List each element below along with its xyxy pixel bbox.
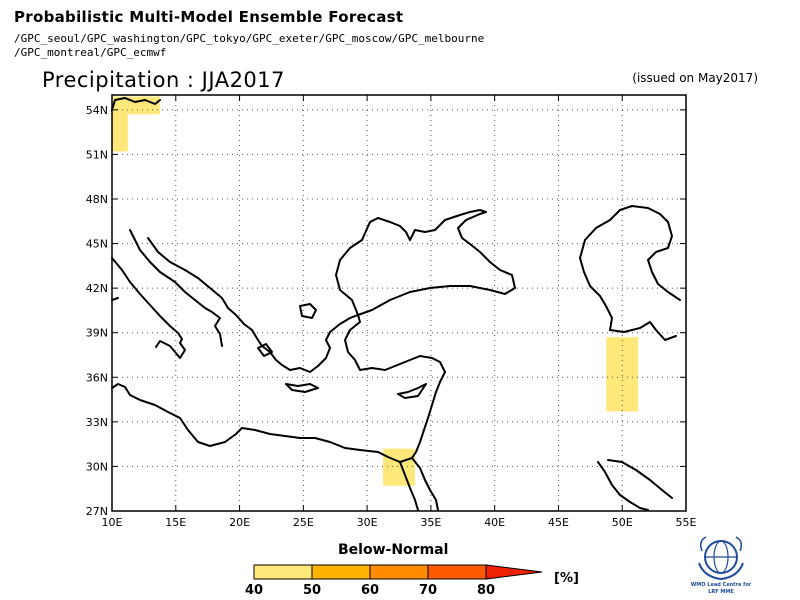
probability-region-4 [383, 448, 415, 486]
sources-line-2: /GPC_montreal/GPC_ecmwf [14, 46, 167, 59]
lon-tick-label: 45E [548, 516, 569, 529]
lon-tick-label: 25E [293, 516, 314, 529]
probability-regions [112, 96, 639, 486]
lat-tick-label: 54N [86, 104, 108, 117]
lon-tick-label: 10E [102, 516, 123, 529]
sources-line-1: /GPC_seoul/GPC_washington/GPC_tokyo/GPC_… [14, 32, 485, 45]
legend-label: 80 [477, 583, 495, 598]
map-frame [111, 94, 687, 512]
legend-arrow [485, 564, 543, 580]
lon-tick-label: 40E [484, 516, 505, 529]
lat-tick-label: 27N [86, 505, 108, 518]
coastlines [111, 97, 681, 511]
lat-tick-label: 36N [86, 371, 108, 384]
legend-swatch [253, 564, 313, 580]
lat-tick-label: 42N [86, 282, 108, 295]
legend-swatch [311, 564, 371, 580]
legend-colorbar: 40 50 60 70 80 [%] [245, 564, 579, 598]
lat-tick-label: 39N [86, 327, 108, 340]
lon-tick-label: 50E [612, 516, 633, 529]
issued-date: (issued on May2017) [632, 71, 758, 85]
lon-tick-label: 15E [165, 516, 186, 529]
legend-swatch [369, 564, 429, 580]
globe-emblem-icon [698, 536, 744, 581]
legend-label: 70 [419, 583, 437, 598]
legend-unit: [%] [554, 571, 579, 586]
legend-swatch [427, 564, 487, 580]
lon-tick-label: 30E [357, 516, 378, 529]
legend-label: 50 [303, 583, 321, 598]
latitude-ticks: 27N 30N 33N 36N 39N 42N 45N 48N 51N 54N [86, 104, 686, 518]
map-title: Precipitation : JJA2017 [42, 68, 286, 92]
legend-title: Below-Normal [338, 542, 449, 558]
lat-tick-label: 33N [86, 416, 108, 429]
logo-text-line-1: WMO Lead Centre for [690, 582, 752, 588]
forecast-title: Probabilistic Multi-Model Ensemble Forec… [14, 8, 404, 26]
probability-region-2 [127, 96, 160, 115]
lon-tick-label: 20E [229, 516, 250, 529]
logo-text-line-2: LRF MME [708, 589, 734, 595]
lon-tick-label: 35E [420, 516, 441, 529]
legend-label: 60 [361, 583, 379, 598]
lat-tick-label: 48N [86, 193, 108, 206]
graticule [112, 95, 686, 511]
longitude-ticks: 10E 15E 20E 25E 30E 35E 40E 45E 50E 55E [102, 95, 697, 529]
probability-region-3 [606, 337, 639, 412]
lat-tick-label: 30N [86, 460, 108, 473]
lat-tick-label: 51N [86, 148, 108, 161]
lon-tick-label: 55E [676, 516, 697, 529]
lat-tick-label: 45N [86, 238, 108, 251]
wmo-logo: WMO Lead Centre for LRF MME [690, 533, 752, 597]
legend-label: 40 [245, 583, 263, 598]
